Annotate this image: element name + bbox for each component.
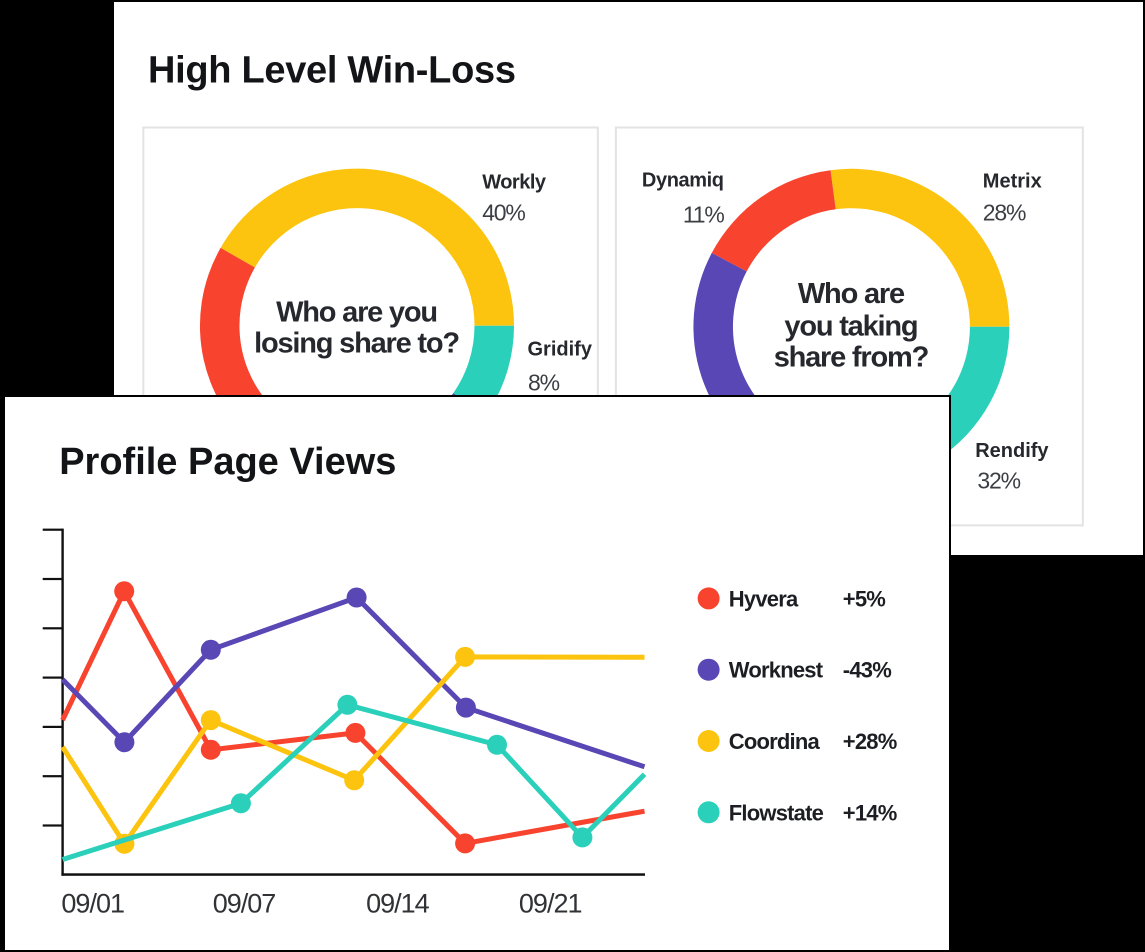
svg-text:09/14: 09/14 xyxy=(366,889,430,919)
svg-text:Gridify: Gridify xyxy=(528,339,593,361)
svg-text:losing share to?: losing share to? xyxy=(254,328,459,360)
svg-text:+14%: +14% xyxy=(843,800,897,825)
svg-text:Flowstate: Flowstate xyxy=(729,800,824,825)
svg-text:28%: 28% xyxy=(983,199,1026,225)
svg-text:High Level Win-Loss: High Level Win-Loss xyxy=(148,49,516,91)
svg-text:11%: 11% xyxy=(683,202,724,228)
svg-text:Worknest: Worknest xyxy=(729,658,824,683)
svg-text:share from?: share from? xyxy=(774,341,929,373)
svg-text:Metrix: Metrix xyxy=(983,170,1042,192)
svg-text:Coordina: Coordina xyxy=(729,729,821,754)
svg-text:40%: 40% xyxy=(482,200,525,226)
svg-text:Rendify: Rendify xyxy=(975,440,1049,462)
svg-text:Profile Page Views: Profile Page Views xyxy=(59,441,396,483)
svg-text:+28%: +28% xyxy=(843,729,897,754)
svg-text:-43%: -43% xyxy=(843,658,891,683)
svg-text:Who are: Who are xyxy=(798,278,905,310)
svg-text:Hyvera: Hyvera xyxy=(729,586,799,611)
svg-text:09/01: 09/01 xyxy=(61,889,124,919)
svg-text:32%: 32% xyxy=(977,468,1020,494)
svg-text:Who are you: Who are you xyxy=(276,296,437,328)
svg-text:8%: 8% xyxy=(528,369,560,395)
svg-text:you taking: you taking xyxy=(784,310,917,342)
svg-text:09/21: 09/21 xyxy=(519,889,582,919)
svg-text:+5%: +5% xyxy=(843,586,885,611)
svg-text:Dynamiq: Dynamiq xyxy=(642,169,724,191)
svg-text:Workly: Workly xyxy=(482,171,547,193)
svg-text:09/07: 09/07 xyxy=(213,889,276,919)
